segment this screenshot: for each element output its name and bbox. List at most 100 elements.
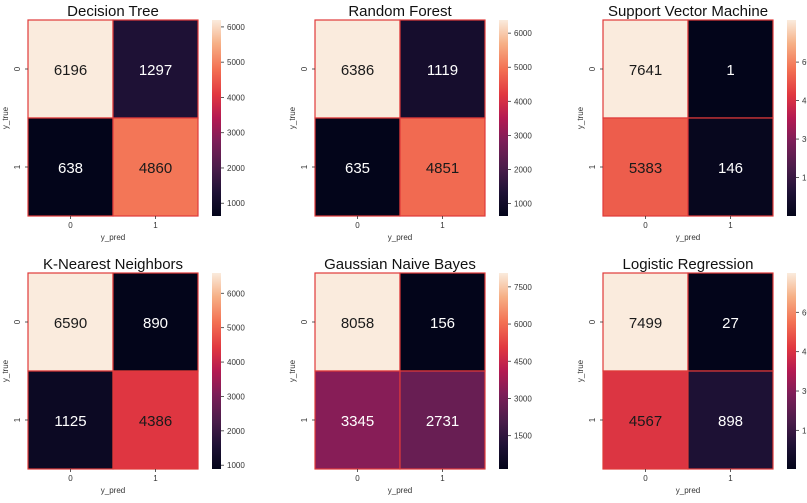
colorbar-tick-label: 1500 <box>802 426 807 435</box>
heatmap-decision-tree: Decision Tree 6196 1297 638 4860 0 1 y_pred 0 1 y_… <box>1 3 245 242</box>
y-tick-label: 0 <box>588 66 597 71</box>
chart-title: Gaussian Naive Bayes <box>324 256 476 273</box>
cell-value-label: 2731 <box>426 413 459 430</box>
heatmap-cell <box>602 19 689 119</box>
cell-value-label: 7499 <box>629 315 662 332</box>
colorbar-tick-label: 3000 <box>514 394 532 403</box>
colorbar-tick-label: 4000 <box>227 93 245 102</box>
y-tick-label: 0 <box>13 319 22 324</box>
cell-value-label: 6590 <box>54 315 87 332</box>
chart-title: Decision Tree <box>67 3 159 20</box>
colorbar-tick-label: 4500 <box>514 357 532 366</box>
cell-value-label: 156 <box>430 315 455 332</box>
y-tick-label: 1 <box>300 164 309 169</box>
y-tick-label: 1 <box>588 417 597 422</box>
x-axis-label: y_pred <box>676 233 700 242</box>
x-tick-label: 0 <box>355 221 360 230</box>
x-tick-label: 1 <box>728 474 733 483</box>
cell-value-label: 1125 <box>54 413 86 430</box>
x-axis-label: y_pred <box>101 486 125 495</box>
x-tick-label: 0 <box>68 221 73 230</box>
y-tick-label: 1 <box>300 417 309 422</box>
colorbar <box>212 20 221 216</box>
x-tick-label: 1 <box>440 474 445 483</box>
colorbar-tick-label: 2000 <box>227 164 245 173</box>
colorbar-tick-label: 5000 <box>227 324 245 333</box>
colorbar-tick-label: 1000 <box>227 199 245 208</box>
colorbar <box>499 273 508 469</box>
colorbar-tick-label: 1500 <box>802 174 807 183</box>
y-tick-label: 1 <box>13 164 22 169</box>
y-tick-label: 1 <box>13 417 22 422</box>
chart-title: Random Forest <box>348 3 452 20</box>
heatmap-gaussian-naive-bayes: Gaussian Naive Bayes 8058 156 3345 2731 0 1 y_p… <box>288 256 532 495</box>
y-axis-label: y_true <box>288 359 297 382</box>
heatmap-cell <box>399 370 486 470</box>
colorbar-tick-label: 3000 <box>802 387 807 396</box>
colorbar-tick-label: 1000 <box>227 461 245 470</box>
colorbar-tick-label: 7500 <box>514 283 532 292</box>
colorbar-tick-label: 5000 <box>514 63 532 72</box>
colorbar-tick-label: 3000 <box>227 392 245 401</box>
colorbar-tick-label: 3000 <box>802 135 807 144</box>
colorbar-tick-label: 2000 <box>514 165 532 174</box>
cell-value-label: 890 <box>143 315 168 332</box>
x-tick-label: 1 <box>728 221 733 230</box>
x-axis-label: y_pred <box>388 233 412 242</box>
colorbar <box>787 273 796 469</box>
chart-title: K-Nearest Neighbors <box>43 256 183 273</box>
heatmap-cell <box>112 370 199 470</box>
cell-value-label: 638 <box>58 160 83 177</box>
x-tick-label: 1 <box>440 221 445 230</box>
colorbar-tick-label: 1000 <box>514 200 532 209</box>
colorbar-tick-label: 4500 <box>802 97 807 106</box>
cell-value-label: 7641 <box>629 62 662 79</box>
cell-value-label: 3345 <box>341 413 374 430</box>
y-axis-label: y_true <box>576 359 585 382</box>
x-axis-label: y_pred <box>388 486 412 495</box>
x-tick-label: 0 <box>355 474 360 483</box>
heatmap-support-vector-machine: Support Vector Machine 7641 1 5383 146 0 1 y_pr… <box>576 3 807 242</box>
cell-value-label: 1297 <box>139 62 172 79</box>
heatmap-cell <box>27 117 114 217</box>
heatmap-cell <box>399 117 486 217</box>
y-tick-label: 0 <box>300 319 309 324</box>
cell-value-label: 898 <box>718 413 743 430</box>
chart-title: Support Vector Machine <box>608 3 768 20</box>
x-tick-label: 1 <box>153 221 158 230</box>
heatmap-cell <box>314 272 401 372</box>
colorbar-tick-label: 6000 <box>227 23 245 32</box>
cell-value-label: 4386 <box>139 413 172 430</box>
colorbar-tick-label: 4000 <box>514 97 532 106</box>
colorbar <box>499 20 508 216</box>
y-axis-label: y_true <box>1 106 10 129</box>
cell-value-label: 4860 <box>139 160 172 177</box>
colorbar-tick-label: 6000 <box>514 320 532 329</box>
colorbar-tick-label: 1500 <box>514 432 532 441</box>
heatmap-cell <box>602 370 689 470</box>
colorbar <box>787 20 796 216</box>
y-tick-label: 0 <box>588 319 597 324</box>
heatmap-cell <box>399 272 486 372</box>
cell-value-label: 146 <box>718 160 743 177</box>
colorbar-tick-label: 5000 <box>227 58 245 67</box>
heatmap-cell <box>687 19 774 119</box>
heatmap-cell <box>399 19 486 119</box>
y-axis-label: y_true <box>288 106 297 129</box>
colorbar-tick-label: 6000 <box>802 58 807 67</box>
cell-value-label: 4851 <box>426 160 459 177</box>
cell-value-label: 8058 <box>341 315 374 332</box>
heatmap-cell <box>112 272 199 372</box>
colorbar-tick-label: 4500 <box>802 348 807 357</box>
cell-value-label: 4567 <box>629 413 662 430</box>
x-tick-label: 0 <box>68 474 73 483</box>
colorbar-tick-label: 6000 <box>514 29 532 38</box>
heatmap-cell <box>602 117 689 217</box>
colorbar-tick-label: 3000 <box>514 131 532 140</box>
colorbar-tick-label: 3000 <box>227 129 245 138</box>
heatmap-cell <box>27 19 114 119</box>
x-tick-label: 0 <box>643 474 648 483</box>
heatmap-logistic-regression: Logistic Regression 7499 27 4567 898 0 1 y_pred… <box>576 256 807 495</box>
